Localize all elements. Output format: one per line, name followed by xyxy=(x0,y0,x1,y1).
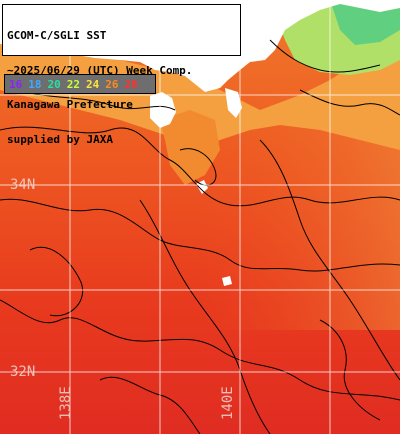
legend-item-20: 20 xyxy=(47,77,61,91)
lat-label-34n: 34N xyxy=(10,177,36,193)
title-line-credit: supplied by JAXA xyxy=(7,132,113,146)
sst-contours xyxy=(0,39,400,434)
lat-label-32n: 32N xyxy=(10,364,36,380)
legend-item-18: 18 xyxy=(28,77,42,91)
contour-line xyxy=(0,198,400,272)
contour-line xyxy=(319,319,381,421)
title-line-date: ~2025/06/29 (UTC) Week Comp. xyxy=(7,63,193,77)
title-line-product: GCOM-C/SGLI SST xyxy=(7,29,107,42)
sst-color-legend: 16 18 20 22 24 26 28 xyxy=(4,74,156,94)
lon-label-140e: 140E xyxy=(220,386,236,420)
legend-item-28: 28 xyxy=(124,77,138,91)
title-line-region: Kanagawa Prefecture xyxy=(7,98,133,111)
legend-item-16: 16 xyxy=(9,77,23,91)
contour-line xyxy=(0,299,400,401)
contour-line xyxy=(0,126,400,207)
contour-line xyxy=(269,39,381,73)
legend-item-22: 22 xyxy=(66,77,80,91)
map-title-box: GCOM-C/SGLI SST ~2025/06/29 (UTC) Week C… xyxy=(2,4,241,145)
lon-label-138e: 138E xyxy=(58,386,74,420)
contour-line xyxy=(139,199,271,434)
legend-item-24: 24 xyxy=(86,77,100,91)
land-islet xyxy=(222,276,232,286)
land-peninsula-izu xyxy=(150,92,176,128)
contour-line xyxy=(29,246,84,317)
bay-water xyxy=(160,110,220,185)
contour-line xyxy=(299,89,400,116)
contour-line xyxy=(19,89,176,111)
legend-item-26: 26 xyxy=(105,77,119,91)
contour-line xyxy=(259,139,400,381)
